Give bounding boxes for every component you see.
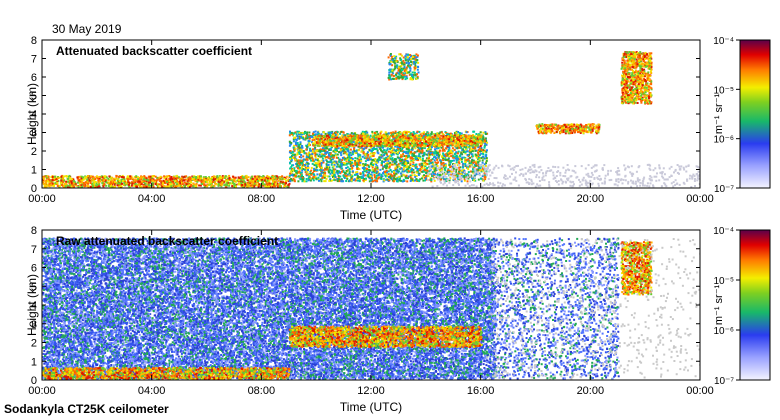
y-tick-label: 0 — [31, 375, 37, 387]
colorbar-tick-label: 10⁻⁷ — [714, 376, 734, 387]
feature-cloud-layer — [288, 325, 483, 349]
y-tick-label: 2 — [31, 338, 37, 350]
colorbar-tick-label: 10⁻⁵ — [713, 85, 734, 96]
x-tick-label: 08:00 — [248, 193, 276, 205]
chart-panel-1: Attenuated backscatter coefficient 0 1 2 3 4 5… — [25, 35, 771, 222]
y-tick-label: 6 — [31, 72, 37, 84]
chart-title: Raw attenuated backscatter coefficient — [56, 234, 278, 248]
x-tick-label: 08:00 — [248, 385, 276, 397]
x-tick-label: 00:00 — [686, 193, 714, 205]
colorbar-label: m⁻¹ sr⁻¹ — [713, 285, 725, 326]
y-tick-label: 7 — [31, 54, 37, 66]
y-tick-label: 2 — [31, 146, 37, 158]
y-tick-label: 7 — [31, 244, 37, 256]
x-tick-label: 12:00 — [357, 385, 385, 397]
feature-clear-air — [486, 238, 700, 380]
y-axis-label: Height (km) — [25, 274, 39, 336]
y-axis-label: Height (km) — [25, 83, 39, 145]
y-tick-label: 1 — [31, 356, 37, 368]
x-tick-label: 20:00 — [577, 193, 605, 205]
y-tick-label: 8 — [31, 35, 37, 47]
feature-boundary-layer — [42, 366, 291, 380]
x-tick-label: 00:00 — [686, 385, 714, 397]
chart-panel-2: Raw attenuated backscatter coefficient 0 1… — [25, 225, 771, 414]
date-label: 30 May 2019 — [52, 22, 121, 36]
colorbar — [739, 39, 771, 189]
feature-cloud-layer — [316, 134, 483, 148]
y-tick-label: 5 — [31, 91, 37, 103]
x-tick-label: 00:00 — [28, 385, 56, 397]
x-tick-label: 04:00 — [138, 193, 166, 205]
x-tick-label: 00:00 — [28, 193, 56, 205]
y-tick-label: 4 — [31, 109, 37, 121]
y-tick-label: 5 — [31, 281, 37, 293]
x-tick-label: 16:00 — [467, 193, 495, 205]
x-axis-label: Time (UTC) — [340, 208, 402, 222]
feature-cloud-layer — [535, 123, 601, 135]
instrument-label: Sodankyla CT25K ceilometer — [4, 402, 169, 416]
colorbar-tick-label: 10⁻⁶ — [713, 326, 734, 337]
y-tick-label: 8 — [31, 225, 37, 237]
colorbar — [739, 229, 771, 381]
feature-boundary-layer — [42, 174, 291, 188]
x-axis-label: Time (UTC) — [340, 400, 402, 414]
feature-virga — [387, 53, 420, 81]
chart-title: Attenuated backscatter coefficient — [56, 44, 252, 58]
colorbar-tick-label: 10⁻⁷ — [714, 184, 734, 195]
heatmap-cells — [42, 237, 700, 380]
heatmap-cells — [42, 51, 700, 188]
y-tick-label: 1 — [31, 165, 37, 177]
x-tick-label: 16:00 — [467, 385, 495, 397]
x-tick-label: 20:00 — [577, 385, 605, 397]
feature-noise-sparse — [494, 237, 620, 380]
y-tick-label: 6 — [31, 263, 37, 275]
y-tick-label: 3 — [31, 128, 37, 140]
colorbar-tick-label: 10⁻⁵ — [713, 276, 734, 287]
y-tick-label: 0 — [31, 183, 37, 195]
x-tick-label: 04:00 — [138, 385, 166, 397]
feature-high-cloud — [620, 51, 653, 105]
x-tick-label: 12:00 — [357, 193, 385, 205]
colorbar-tick-label: 10⁻⁶ — [713, 135, 734, 146]
y-tick-label: 3 — [31, 319, 37, 331]
feature-clear-air — [427, 163, 700, 188]
y-tick-label: 4 — [31, 300, 37, 312]
colorbar-label: m⁻¹ sr⁻¹ — [713, 94, 725, 135]
colorbar-tick-label: 10⁻⁴ — [713, 36, 734, 47]
colorbar-tick-label: 10⁻⁴ — [713, 226, 734, 237]
